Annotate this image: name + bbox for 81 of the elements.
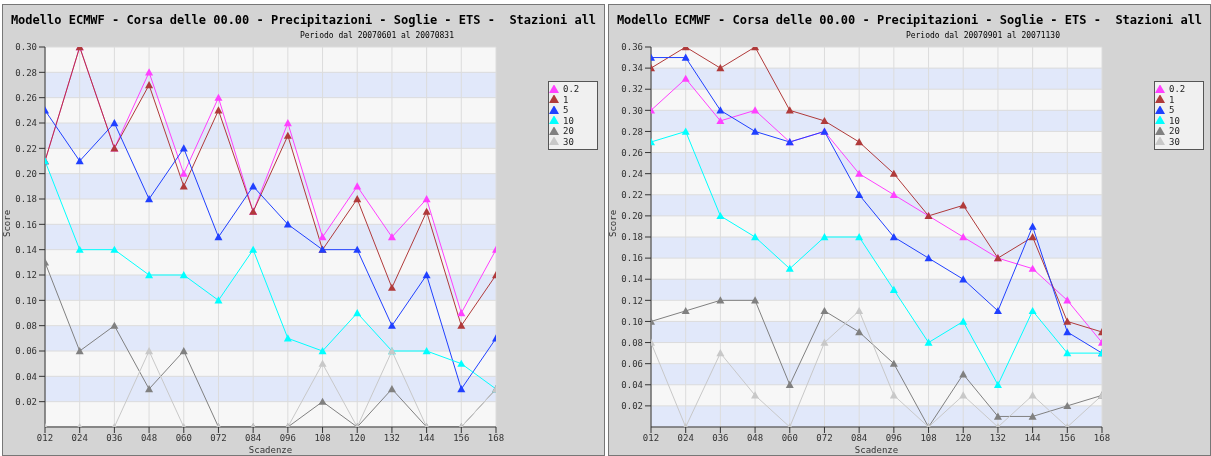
y-tick-label: 0.10 [15, 295, 37, 306]
x-tick-label: 096 [279, 433, 296, 444]
y-tick-label: 0.20 [15, 168, 37, 179]
x-tick-label: 144 [418, 433, 435, 444]
x-axis-title: Scadenze [248, 445, 293, 455]
y-tick-label: 0.30 [15, 42, 37, 53]
x-tick-label: 096 [885, 433, 902, 444]
y-tick-label: 0.28 [621, 126, 643, 137]
x-tick-label: 084 [851, 433, 868, 444]
y-tick-label: 0.18 [621, 232, 643, 243]
x-tick-label: 120 [955, 433, 972, 444]
x-tick-label: 156 [453, 433, 470, 444]
x-tick-label: 084 [245, 433, 262, 444]
y-tick-label: 0.30 [621, 105, 643, 116]
x-tick-label: 108 [920, 433, 937, 444]
x-tick-label: 036 [712, 433, 729, 444]
legend-label: 0.2 [563, 84, 580, 94]
x-tick-label: 072 [210, 433, 227, 444]
legend-label: 30 [1169, 136, 1180, 147]
y-tick-label: 0.04 [15, 371, 37, 382]
x-tick-label: 168 [487, 433, 505, 444]
x-axis-title: Scadenze [854, 445, 899, 455]
y-tick-label: 0.32 [621, 84, 643, 95]
y-tick-label: 0.12 [621, 295, 643, 306]
x-tick-label: 156 [1059, 433, 1076, 444]
legend-label: 10 [1169, 115, 1180, 126]
y-tick-label: 0.14 [15, 244, 37, 255]
x-tick-label: 024 [71, 433, 88, 444]
y-tick-label: 0.22 [15, 143, 37, 154]
chart-title: Modello ECMWF - Corsa delle 00.00 - Precipitazioni - Soglie - ETS - Stazioni all [9, 12, 598, 27]
y-tick-label: 0.06 [621, 358, 643, 369]
x-tick-label: 072 [816, 433, 833, 444]
y-tick-label: 0.26 [621, 147, 643, 158]
x-tick-label: 060 [175, 433, 192, 444]
y-tick-label: 0.26 [15, 92, 37, 103]
y-tick-label: 0.18 [15, 194, 37, 205]
y-tick-label: 0.06 [15, 346, 37, 357]
y-tick-label: 0.16 [621, 253, 643, 264]
x-tick-label: 168 [1093, 433, 1111, 444]
x-tick-label: 108 [314, 433, 331, 444]
legend-label: 0.2 [1169, 84, 1186, 94]
chart-subtitle: Periodo dal 20070601 al 20070831 [299, 31, 454, 40]
legend-label: 5 [1169, 105, 1175, 115]
y-tick-label: 0.24 [621, 168, 643, 179]
y-tick-label: 0.14 [621, 274, 643, 285]
chart-title: Modello ECMWF - Corsa delle 00.00 - Precipitazioni - Soglie - ETS - Stazioni all [615, 12, 1204, 27]
x-tick-label: 144 [1024, 433, 1041, 444]
y-tick-label: 0.04 [621, 379, 643, 390]
y-tick-label: 0.08 [15, 320, 37, 331]
x-tick-label: 120 [349, 433, 366, 444]
y-tick-label: 0.12 [15, 270, 37, 281]
y-tick-label: 0.02 [621, 401, 643, 412]
y-tick-label: 0.08 [621, 337, 643, 348]
y-axis-title: Score [2, 209, 13, 237]
y-axis-title: Score [608, 209, 619, 237]
x-tick-label: 012 [36, 433, 54, 444]
x-tick-label: 048 [746, 433, 764, 444]
y-tick-label: 0.24 [15, 118, 37, 129]
y-tick-label: 0.34 [621, 63, 643, 74]
legend-label: 30 [563, 136, 574, 147]
legend-label: 20 [563, 126, 574, 136]
legend-label: 5 [563, 105, 569, 115]
y-tick-label: 0.28 [15, 67, 37, 78]
legend-label: 1 [563, 94, 569, 105]
x-tick-label: 048 [140, 433, 158, 444]
legend-label: 1 [1169, 94, 1175, 105]
y-tick-label: 0.16 [15, 219, 37, 230]
x-tick-label: 132 [383, 433, 401, 444]
x-tick-label: 012 [642, 433, 660, 444]
y-tick-label: 0.22 [621, 189, 643, 200]
x-tick-label: 132 [989, 433, 1007, 444]
y-tick-label: 0.10 [621, 316, 643, 327]
x-tick-label: 036 [106, 433, 123, 444]
legend-label: 10 [563, 115, 574, 126]
y-tick-label: 0.02 [15, 396, 37, 407]
chart-subtitle: Periodo dal 20070901 al 20071130 [905, 31, 1060, 40]
y-tick-label: 0.36 [621, 42, 643, 53]
legend-label: 20 [1169, 126, 1180, 136]
y-tick-label: 0.20 [621, 211, 643, 222]
x-tick-label: 024 [677, 433, 694, 444]
x-tick-label: 060 [781, 433, 798, 444]
